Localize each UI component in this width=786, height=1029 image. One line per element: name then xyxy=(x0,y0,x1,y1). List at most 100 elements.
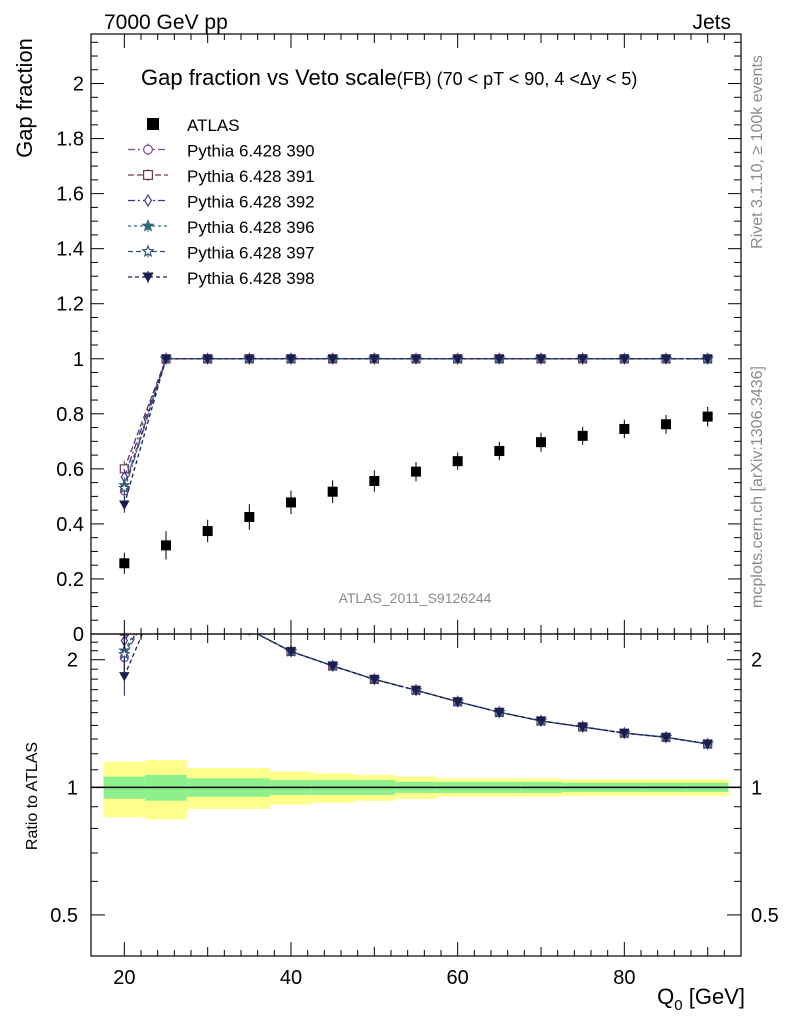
x-tick-label: 60 xyxy=(447,967,469,989)
mc-line xyxy=(123,358,708,470)
ratio-panel: 20 40 60 80 0.5 0.5 1 1 2 2 xyxy=(50,574,779,989)
legend-label: Pythia 6.428 398 xyxy=(187,269,315,288)
data-point xyxy=(161,540,171,551)
mc-point xyxy=(202,354,213,364)
chart-title-suffix: (FB) (70 < pT < 90, 4 <Δy < 5) xyxy=(397,69,638,89)
mc-ratio-point xyxy=(204,602,212,610)
mc-curves-ratio xyxy=(118,574,714,751)
mc-ratio-point xyxy=(247,634,252,635)
mc-ratio-point xyxy=(619,729,630,739)
header-left: 7000 GeV pp xyxy=(104,11,228,34)
ratio-tick-label-right: 0.5 xyxy=(751,905,779,927)
mc-ratio-point xyxy=(203,601,213,610)
legend-marker xyxy=(141,218,155,232)
mcplots-label: mcplots.cern.ch [arXiv:1306.3436] xyxy=(749,366,766,608)
mc-ratio-point xyxy=(494,708,505,718)
mc-point xyxy=(660,354,672,364)
data-point xyxy=(536,437,546,448)
y-tick-label: 0.2 xyxy=(56,569,84,591)
data-point xyxy=(369,475,380,486)
mc-ratio-point xyxy=(452,697,463,707)
ratio-y-axis-label: Ratio to ATLAS xyxy=(24,742,41,850)
data-point xyxy=(119,558,130,569)
mc-ratio-point xyxy=(205,601,211,611)
y-tick-label: 0.4 xyxy=(56,514,84,536)
mc-ratio-point xyxy=(162,575,170,583)
y-axis-label: Gap fraction xyxy=(12,38,37,158)
legend-label: Pythia 6.428 396 xyxy=(187,218,315,237)
data-point xyxy=(661,419,671,430)
mc-ratio-point xyxy=(535,716,547,727)
atlas-data-points xyxy=(119,406,713,574)
mc-point xyxy=(410,354,422,364)
mc-point xyxy=(327,354,338,364)
mc-ratio-point xyxy=(244,634,254,635)
chart-title-main: Gap fraction vs Veto scale xyxy=(141,65,397,90)
x-axis-label-unit: [GeV] xyxy=(683,984,745,1009)
y-tick-label: 0 xyxy=(73,624,84,646)
mc-point xyxy=(118,481,131,494)
y-tick-label: 2 xyxy=(73,74,84,96)
mc-ratio-point xyxy=(248,634,251,636)
data-point xyxy=(619,423,630,434)
x-tick-label: 80 xyxy=(613,967,635,989)
ratio-tick-label-right: 1 xyxy=(751,777,762,799)
legend-label: Pythia 6.428 390 xyxy=(187,142,315,161)
mc-point xyxy=(244,354,255,364)
y-tick-label: 1.4 xyxy=(56,239,84,261)
legend-marker-data xyxy=(147,118,159,130)
y-tick-label: 1.6 xyxy=(56,184,84,206)
mc-ratio-point xyxy=(702,739,713,750)
ratio-tick-label-right: 2 xyxy=(751,650,762,672)
mc-point xyxy=(577,354,588,364)
mc-point xyxy=(369,354,380,364)
legend-marker xyxy=(143,144,154,155)
x-axis-label-main: Q xyxy=(657,984,674,1009)
data-point xyxy=(577,430,588,441)
y-tick-label: 0.8 xyxy=(56,404,84,426)
mc-point xyxy=(119,500,130,510)
mc-ratio-point xyxy=(203,603,212,611)
legend-label: Pythia 6.428 391 xyxy=(187,167,315,186)
data-point xyxy=(244,512,255,523)
legend-label-data: ATLAS xyxy=(187,116,240,135)
x-tick-label: 40 xyxy=(280,967,302,989)
main-panel: 0 0.2 0.4 0.6 0.8 1 1.2 1.4 1.6 1.8 2 xyxy=(56,33,742,646)
mc-ratio-point xyxy=(369,675,380,685)
y-tick-label: 1 xyxy=(73,349,84,371)
mc-ratio-point xyxy=(245,634,254,636)
data-point xyxy=(702,411,713,422)
legend: ATLAS Pythia 6.428 390 Pythia 6.428 391 Pyt… xyxy=(128,116,315,288)
mc-point xyxy=(535,354,547,364)
legend-marker xyxy=(142,272,154,283)
mc-point xyxy=(285,354,297,364)
mc-ratio-point xyxy=(660,733,672,743)
mc-ratio-point xyxy=(163,574,169,584)
legend-marker xyxy=(144,193,152,208)
ratio-frame xyxy=(90,633,742,957)
data-point xyxy=(494,445,505,456)
mc-point xyxy=(494,354,505,364)
analysis-watermark: ATLAS_2011_S9126244 xyxy=(339,590,492,606)
mc-point xyxy=(619,354,630,364)
mc-ratio-point xyxy=(162,575,170,583)
mc-ratio-point xyxy=(248,634,250,636)
legend-marker xyxy=(143,170,154,181)
x-axis-label-sub: 0 xyxy=(674,997,682,1014)
mc-curves-main xyxy=(118,352,714,513)
data-point xyxy=(202,526,213,537)
x-axis-label: Q0 [GeV] xyxy=(657,984,745,1014)
mc-ratio-point xyxy=(410,686,422,696)
y-tick-label: 1.8 xyxy=(56,129,84,151)
data-point xyxy=(327,486,338,497)
mc-ratio-point xyxy=(162,575,171,583)
rivet-label: Rivet 3.1.10, ≥ 100k events xyxy=(749,55,766,249)
legend-label: Pythia 6.428 392 xyxy=(187,193,315,212)
mc-ratio-point xyxy=(203,601,213,610)
mc-ratio-point xyxy=(161,574,171,583)
mc-ratio-point xyxy=(161,574,171,583)
data-point xyxy=(286,497,296,508)
x-tick-label: 20 xyxy=(113,967,135,989)
mc-ratio-point xyxy=(119,672,130,682)
